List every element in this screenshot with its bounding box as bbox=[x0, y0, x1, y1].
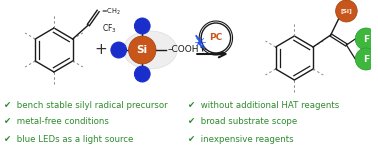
Text: ✔  inexpensive reagents: ✔ inexpensive reagents bbox=[188, 134, 294, 143]
Ellipse shape bbox=[123, 31, 177, 69]
Text: Si: Si bbox=[137, 45, 148, 55]
Circle shape bbox=[355, 48, 377, 70]
Text: ✔  blue LEDs as a light source: ✔ blue LEDs as a light source bbox=[4, 134, 133, 143]
Text: PC: PC bbox=[209, 33, 223, 43]
Circle shape bbox=[129, 36, 156, 64]
Text: +: + bbox=[95, 43, 107, 58]
Text: =CH$_2$: =CH$_2$ bbox=[101, 7, 121, 17]
Circle shape bbox=[111, 42, 127, 58]
Text: [Si]: [Si] bbox=[341, 9, 352, 13]
Circle shape bbox=[355, 28, 377, 50]
Circle shape bbox=[135, 66, 150, 82]
Text: ✔  bench stable silyl radical precursor: ✔ bench stable silyl radical precursor bbox=[4, 100, 167, 109]
Text: –COOH: –COOH bbox=[168, 46, 199, 55]
Text: ✔  metal-free conditions: ✔ metal-free conditions bbox=[4, 118, 109, 127]
Text: ✔  broad substrate scope: ✔ broad substrate scope bbox=[188, 118, 297, 127]
Circle shape bbox=[201, 23, 231, 53]
Text: F: F bbox=[363, 34, 369, 43]
Text: ✔  without additional HAT reagents: ✔ without additional HAT reagents bbox=[188, 100, 340, 109]
Text: F: F bbox=[363, 55, 369, 64]
Text: CF$_3$: CF$_3$ bbox=[102, 23, 117, 35]
Circle shape bbox=[336, 0, 357, 22]
Circle shape bbox=[135, 18, 150, 34]
